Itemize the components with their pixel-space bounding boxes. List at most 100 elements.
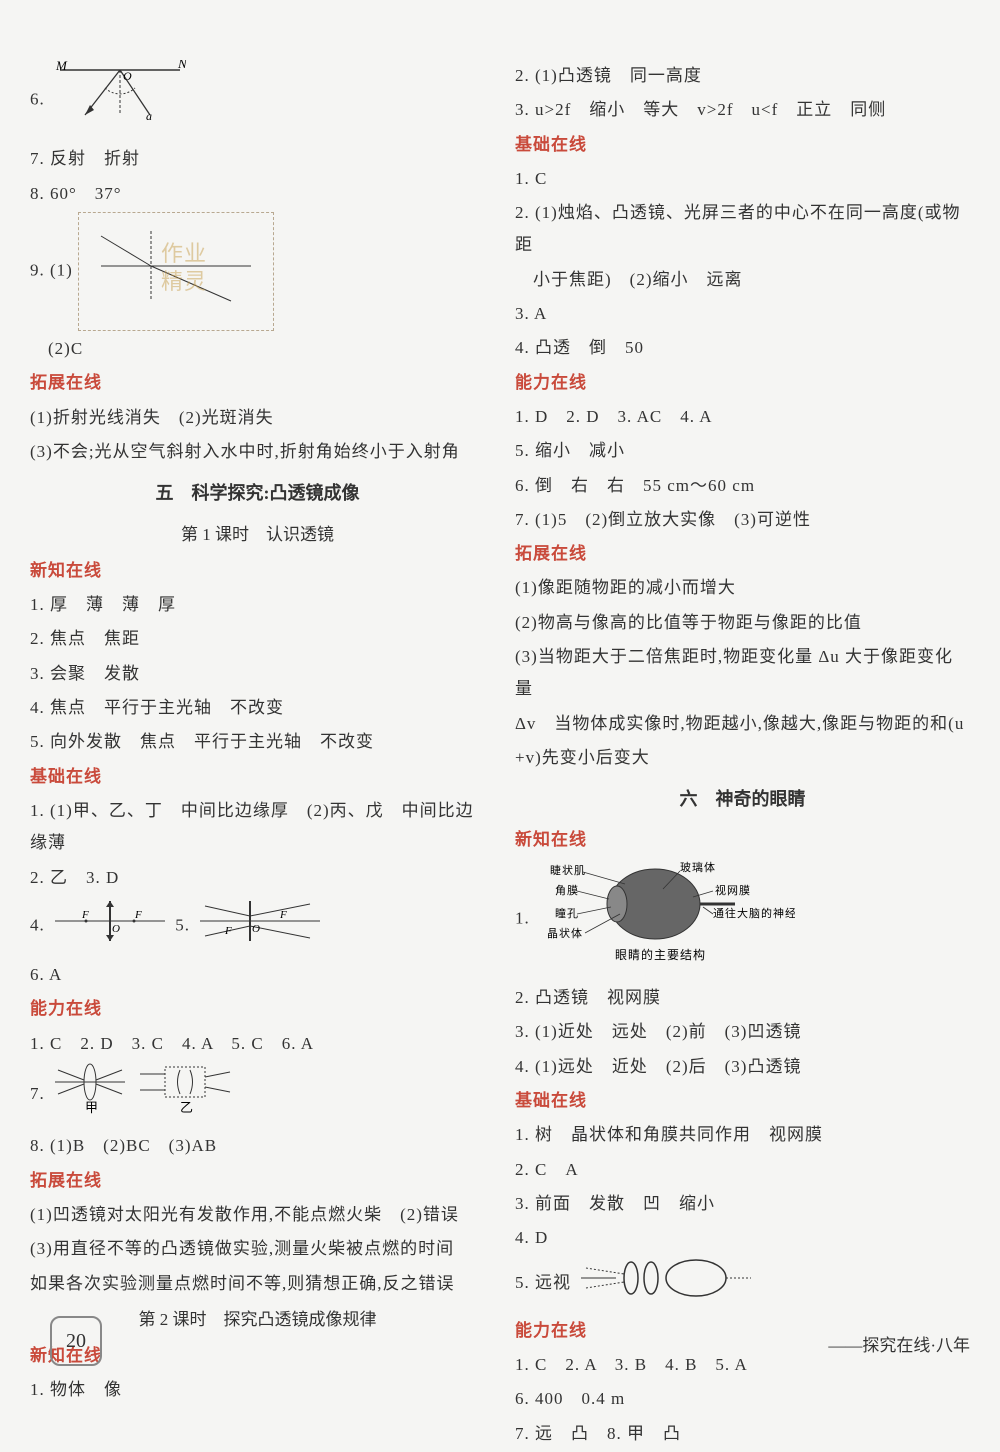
xz2-1: 1. 物体 像 bbox=[30, 1374, 485, 1406]
r-nengli-hdr: 能力在线 bbox=[515, 367, 970, 399]
tuozhan-2: (3)不会;光从空气斜射入水中时,折射角始终小于入射角 bbox=[30, 436, 485, 468]
eye-diagram: 睫状肌 角膜 瞳孔 晶状体 玻璃体 视网膜 通往大脑的神经 眼睛的主要结构 bbox=[535, 859, 795, 980]
svg-text:视网膜: 视网膜 bbox=[715, 883, 751, 897]
xz5: 5. 向外发散 焦点 平行于主光轴 不改变 bbox=[30, 726, 485, 758]
r-tz2: (2)物高与像高的比值等于物距与像距的比值 bbox=[515, 607, 970, 639]
q6-diagram: M N O a bbox=[50, 60, 190, 141]
r-jc2-2: 2. C A bbox=[515, 1154, 970, 1186]
jc4-5-row: 4. F F O 5. bbox=[30, 896, 485, 957]
r-xz2: 2. 凸透镜 视网膜 bbox=[515, 982, 970, 1014]
svg-text:通往大脑的神经: 通往大脑的神经 bbox=[713, 906, 795, 920]
r-jc2: 2. (1)烛焰、凸透镜、光屏三者的中心不在同一高度(或物距 bbox=[515, 197, 970, 262]
jc6: 6. A bbox=[30, 959, 485, 991]
xz1: 1. 厚 薄 薄 厚 bbox=[30, 589, 485, 621]
label-M: M bbox=[55, 60, 68, 73]
glasses-diagram bbox=[576, 1256, 756, 1312]
r-jc2-5-row: 5. 远视 bbox=[515, 1256, 970, 1312]
nl7-diagram-yi: 乙 bbox=[135, 1062, 235, 1128]
jc5-diagram: F O F bbox=[195, 896, 325, 957]
r-tz5: +v)先变小后变大 bbox=[515, 742, 970, 774]
r-jc2-5: 5. 远视 bbox=[515, 1273, 571, 1292]
q6-label: 6. bbox=[30, 90, 45, 109]
svg-text:作业: 作业 bbox=[161, 241, 207, 266]
svg-text:玻璃体: 玻璃体 bbox=[680, 860, 716, 874]
q6-row: 6. M N O a bbox=[30, 60, 485, 141]
r-jichu-hdr: 基础在线 bbox=[515, 129, 970, 161]
r-xinzhi-hdr: 新知在线 bbox=[515, 824, 970, 856]
r-tz1: (1)像距随物距的减小而增大 bbox=[515, 572, 970, 604]
svg-text:F: F bbox=[279, 909, 288, 921]
r-jc2-3: 3. 前面 发散 凹 缩小 bbox=[515, 1188, 970, 1220]
r-jc2-4: 4. D bbox=[515, 1222, 970, 1254]
q9-label: 9. (1) bbox=[30, 260, 73, 279]
svg-text:F: F bbox=[134, 909, 143, 921]
eye-q1-label: 1. bbox=[515, 908, 530, 927]
r-nl2-7: 7. 远 凸 8. 甲 凸 bbox=[515, 1418, 970, 1450]
r-jc2-1: 1. 树 晶状体和角膜共同作用 视网膜 bbox=[515, 1119, 970, 1151]
tz2-2: (3)用直径不等的凸透镜做实验,测量火柴被点燃的时间 bbox=[30, 1233, 485, 1265]
footer-right: ——探究在线·八年 bbox=[828, 1330, 970, 1362]
label-O: O bbox=[123, 69, 133, 83]
nl8: 8. (1)B (2)BC (3)AB bbox=[30, 1130, 485, 1162]
r-nl1: 1. D 2. D 3. AC 4. A bbox=[515, 401, 970, 433]
lesson1-title: 第 1 课时 认识透镜 bbox=[30, 519, 485, 551]
svg-text:精灵: 精灵 bbox=[161, 269, 207, 294]
r-xz4: 4. (1)远处 近处 (2)后 (3)凸透镜 bbox=[515, 1051, 970, 1083]
tz2-1: (1)凹透镜对太阳光有发散作用,不能点燃火柴 (2)错误 bbox=[30, 1199, 485, 1231]
svg-text:O: O bbox=[112, 923, 121, 935]
r-jichu2-hdr: 基础在线 bbox=[515, 1085, 970, 1117]
svg-text:F: F bbox=[224, 925, 233, 937]
jc5-label: 5. bbox=[175, 915, 190, 934]
r-jc2b: 小于焦距) (2)缩小 远离 bbox=[515, 264, 970, 296]
jichu-header: 基础在线 bbox=[30, 761, 485, 793]
svg-text:角膜: 角膜 bbox=[555, 884, 579, 897]
r-tuozhan-hdr: 拓展在线 bbox=[515, 538, 970, 570]
q7: 7. 反射 折射 bbox=[30, 143, 485, 175]
r-jc1: 1. C bbox=[515, 163, 970, 195]
chapter6-title: 六 神奇的眼睛 bbox=[515, 782, 970, 816]
label-N: N bbox=[177, 60, 188, 71]
tuozhan2-header: 拓展在线 bbox=[30, 1165, 485, 1197]
svg-text:乙: 乙 bbox=[180, 1100, 194, 1115]
nl7-diagram-jia: 甲 bbox=[50, 1062, 130, 1128]
r-jc3: 3. A bbox=[515, 298, 970, 330]
jc4-diagram: F F O bbox=[50, 896, 170, 957]
svg-text:甲: 甲 bbox=[85, 1100, 99, 1115]
jc1: 1. (1)甲、乙、丁 中间比边缘厚 (2)丙、戊 中间比边缘薄 bbox=[30, 795, 485, 860]
r-xz3: 3. (1)近处 远处 (2)前 (3)凹透镜 bbox=[515, 1016, 970, 1048]
tuozhan-1: (1)折射光线消失 (2)光斑消失 bbox=[30, 402, 485, 434]
r-jc4: 4. 凸透 倒 50 bbox=[515, 332, 970, 364]
tuozhan-header: 拓展在线 bbox=[30, 367, 485, 399]
svg-text:瞳孔: 瞳孔 bbox=[555, 906, 579, 920]
xz4: 4. 焦点 平行于主光轴 不改变 bbox=[30, 692, 485, 724]
jc4-label: 4. bbox=[30, 915, 45, 934]
tz2-3: 如果各次实验测量点燃时间不等,则猜想正确,反之错误 bbox=[30, 1268, 485, 1300]
xz2: 2. 焦点 焦距 bbox=[30, 623, 485, 655]
svg-text:晶状体: 晶状体 bbox=[547, 926, 583, 940]
q9-row: 9. (1) 作业 精灵 bbox=[30, 212, 485, 331]
r-nl2-6: 6. 400 0.4 m bbox=[515, 1383, 970, 1415]
r-tz4: Δv 当物体成实像时,物距越小,像越大,像距与物距的和(u bbox=[515, 708, 970, 740]
q9-2: (2)C bbox=[30, 333, 485, 365]
svg-text:O: O bbox=[252, 923, 261, 935]
r-nl5: 5. 缩小 减小 bbox=[515, 435, 970, 467]
svg-text:眼睛的主要结构: 眼睛的主要结构 bbox=[615, 947, 706, 962]
right-column: 2. (1)凸透镜 同一高度 3. u>2f 缩小 等大 v>2f u<f 正立… bbox=[515, 60, 970, 1452]
page-number: 20 bbox=[50, 1316, 102, 1366]
svg-text:睫状肌: 睫状肌 bbox=[550, 863, 586, 877]
label-a: a bbox=[146, 109, 153, 123]
nengli-header: 能力在线 bbox=[30, 993, 485, 1025]
r-tz3: (3)当物距大于二倍焦距时,物距变化量 Δu 大于像距变化量 bbox=[515, 641, 970, 706]
q9-diagram-box: 作业 精灵 bbox=[78, 212, 274, 331]
r-nl7: 7. (1)5 (2)倒立放大实像 (3)可逆性 bbox=[515, 504, 970, 536]
r2: 2. (1)凸透镜 同一高度 bbox=[515, 60, 970, 92]
nl7-row: 7. 甲 bbox=[30, 1062, 485, 1128]
nl7-label: 7. bbox=[30, 1084, 45, 1103]
nl1: 1. C 2. D 3. C 4. A 5. C 6. A bbox=[30, 1028, 485, 1060]
r3: 3. u>2f 缩小 等大 v>2f u<f 正立 同侧 bbox=[515, 94, 970, 126]
q8: 8. 60° 37° bbox=[30, 178, 485, 210]
left-column: 6. M N O a 7. 反射 折射 8. 60° 37° 9. (1 bbox=[30, 60, 485, 1452]
xinzhi-header: 新知在线 bbox=[30, 555, 485, 587]
svg-text:F: F bbox=[81, 909, 90, 921]
jc2: 2. 乙 3. D bbox=[30, 862, 485, 894]
